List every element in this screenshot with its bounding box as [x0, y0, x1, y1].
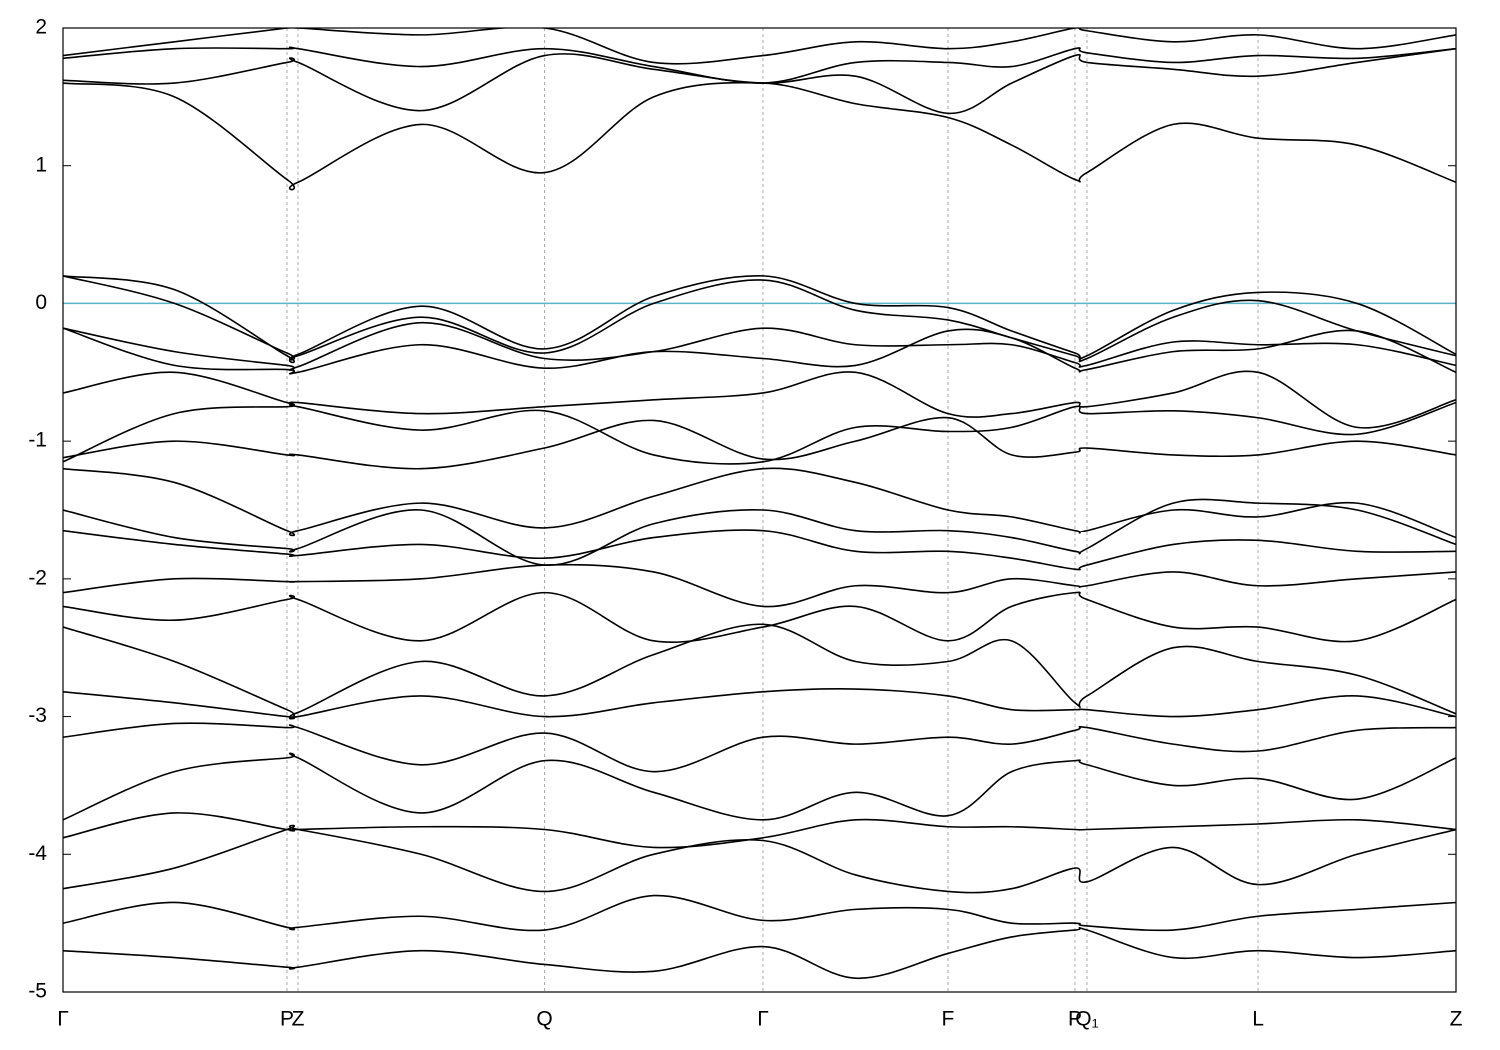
band-line	[63, 275, 1456, 364]
band-line	[63, 498, 1456, 566]
y-tick-label: -4	[28, 842, 47, 865]
x-tick-label: Z	[1450, 1008, 1463, 1031]
band-line	[63, 327, 1456, 375]
x-tick-label: F	[942, 1008, 955, 1031]
band-line	[63, 467, 1456, 539]
band-line	[63, 722, 1456, 773]
plot-frame	[62, 27, 1457, 993]
band-line	[63, 591, 1456, 643]
y-tick-label: -3	[28, 704, 47, 727]
band-line	[63, 370, 1456, 429]
x-tick-label: L	[1252, 1008, 1264, 1031]
x-tick-label: Q	[536, 1008, 552, 1031]
band-line	[63, 688, 1456, 720]
y-tick-label: 0	[35, 291, 47, 314]
band-line	[63, 46, 1456, 84]
band-line	[63, 401, 1456, 465]
band-line	[63, 529, 1456, 571]
band-line	[63, 926, 1456, 980]
band-line	[63, 81, 1456, 191]
band-line	[63, 28, 1456, 65]
band-line	[63, 416, 1456, 470]
y-tick-label: -1	[28, 429, 47, 452]
band-line	[63, 752, 1456, 821]
x-tick-label: Z	[292, 1008, 305, 1031]
band-line	[63, 563, 1456, 608]
y-tick-label: 2	[35, 16, 47, 39]
x-tick-label: P	[280, 1008, 294, 1031]
x-tick-label: P	[1068, 1008, 1082, 1031]
x-tick-label: Γ	[57, 1008, 69, 1031]
y-tick-label: 1	[35, 153, 47, 176]
band-line	[63, 894, 1456, 932]
band-line	[63, 824, 1456, 894]
band-line	[63, 812, 1456, 849]
band-line	[63, 47, 1456, 115]
y-tick-label: -2	[28, 566, 47, 589]
y-tick-label: -5	[28, 980, 47, 1003]
x-tick-label: Q₁	[1075, 1008, 1098, 1031]
x-tick-label: Γ	[757, 1008, 769, 1031]
